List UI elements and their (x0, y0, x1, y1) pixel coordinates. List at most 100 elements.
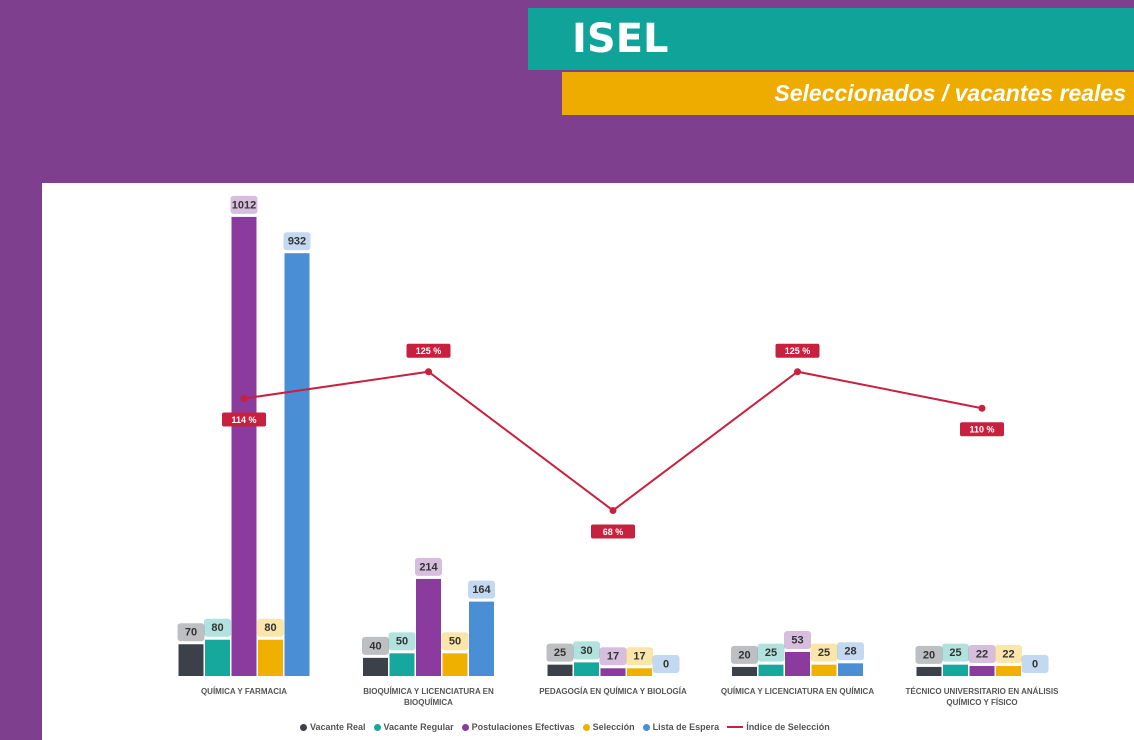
x-tick-label: BIOQUÍMICA Y LICENCIATURA EN BIOQUÍMICA (363, 687, 494, 707)
data-label-bg (731, 645, 758, 664)
bar (627, 668, 652, 676)
legend-item: Selección (582, 722, 635, 732)
legend-label: Lista de Espera (652, 722, 720, 732)
data-label: 22 (976, 648, 988, 660)
legend-item: Vacante Regular (373, 722, 454, 732)
bar (258, 639, 283, 676)
title: ISEL (528, 8, 1134, 70)
line-point (425, 368, 432, 376)
data-label-bg (942, 643, 969, 662)
data-label: 28 (844, 646, 856, 658)
bar (416, 578, 441, 676)
legend-label: Selección (592, 722, 635, 732)
data-label: 25 (765, 647, 777, 659)
data-label: 125 % (416, 346, 442, 356)
data-label-bg (441, 632, 469, 651)
data-label: 80 (264, 622, 276, 634)
data-label-bg (960, 422, 1004, 437)
legend-item: Índice de Selección (727, 722, 830, 732)
legend-label: Índice de Selección (746, 722, 830, 732)
data-label-bg (652, 655, 680, 673)
bar (811, 664, 837, 676)
bar (547, 664, 573, 676)
x-tick-label: PEDAGOGÍA EN QUÍMICA Y BIOLOGÍA (539, 687, 687, 696)
data-label-bg (599, 647, 627, 666)
legend-item: Postulaciones Efectivas (461, 722, 575, 732)
data-label: 25 (818, 647, 830, 659)
data-label-bg (775, 343, 820, 358)
data-label-bg (388, 632, 416, 651)
legend-swatch (642, 723, 650, 731)
data-label: 17 (607, 651, 619, 663)
data-label: 50 (396, 636, 408, 648)
data-label: 1012 (232, 199, 256, 211)
legend-swatch (373, 723, 381, 731)
legend-swatch (300, 723, 307, 731)
bar (785, 651, 810, 676)
data-label-bg (283, 232, 311, 251)
data-label-bg (573, 641, 600, 660)
data-label: 25 (949, 647, 961, 659)
bar (758, 664, 784, 676)
data-label-bg (415, 557, 442, 576)
bar (442, 653, 468, 676)
line-point (794, 368, 801, 376)
data-label: 70 (185, 627, 197, 639)
line-point (609, 506, 617, 514)
data-label: 68 % (603, 527, 624, 537)
data-label-bg (591, 524, 635, 539)
legend-swatch (461, 723, 469, 731)
legend-label: Vacante Real (310, 722, 366, 732)
legend-label: Postulaciones Efectivas (471, 722, 575, 732)
data-label-bg (177, 623, 205, 642)
data-label: 30 (580, 645, 592, 657)
data-label-bg (1021, 655, 1049, 673)
subtitle: Seleccionados / vacantes reales (562, 72, 1134, 115)
line (243, 370, 983, 512)
legend-item: Vacante Real (300, 722, 366, 732)
data-label-bg (546, 643, 574, 662)
bar (838, 663, 863, 676)
data-label: 25 (554, 647, 566, 659)
data-label: 0 (1032, 658, 1038, 670)
data-label: 214 (419, 561, 438, 573)
bar (996, 666, 1021, 676)
data-label-bg (257, 618, 284, 637)
data-label: 125 % (785, 346, 811, 356)
data-label-bg (915, 645, 943, 664)
bar (969, 666, 995, 676)
legend: Vacante Real Vacante Regular Postulaciones… (300, 722, 830, 732)
bar (732, 666, 757, 676)
data-label: 17 (633, 651, 645, 663)
x-tick-label: QUÍMICA Y LICENCIATURA EN QUÍMICA (720, 687, 875, 696)
legend-label: Vacante Regular (383, 722, 454, 732)
data-label-bg (230, 195, 258, 214)
line-point (240, 395, 248, 403)
line-point (978, 404, 986, 412)
data-label: 0 (663, 658, 669, 670)
bar (600, 668, 626, 676)
bar (469, 601, 494, 676)
x-tick-label: TÉCNICO UNIVERSITARIO EN ANÁLISIS QUÍMIC… (905, 687, 1059, 707)
data-label: 50 (449, 636, 461, 648)
data-label: 80 (211, 622, 223, 634)
x-tick-label: QUÍMICA Y FARMACIA (200, 687, 288, 696)
data-label-bg (784, 630, 811, 649)
legend-swatch (727, 726, 744, 728)
bar (363, 657, 388, 676)
bar (389, 653, 415, 676)
data-label: 932 (288, 236, 306, 248)
data-label-bg (968, 645, 996, 664)
data-label: 22 (1002, 648, 1014, 660)
data-label: 20 (738, 649, 750, 661)
data-label-bg (362, 636, 389, 655)
bar (205, 639, 230, 676)
data-label: 114 % (231, 415, 256, 425)
data-label: 20 (923, 649, 935, 661)
data-label: 110 % (969, 425, 994, 435)
bar (943, 664, 968, 676)
data-label-bg (204, 618, 231, 637)
legend-swatch (582, 723, 590, 731)
